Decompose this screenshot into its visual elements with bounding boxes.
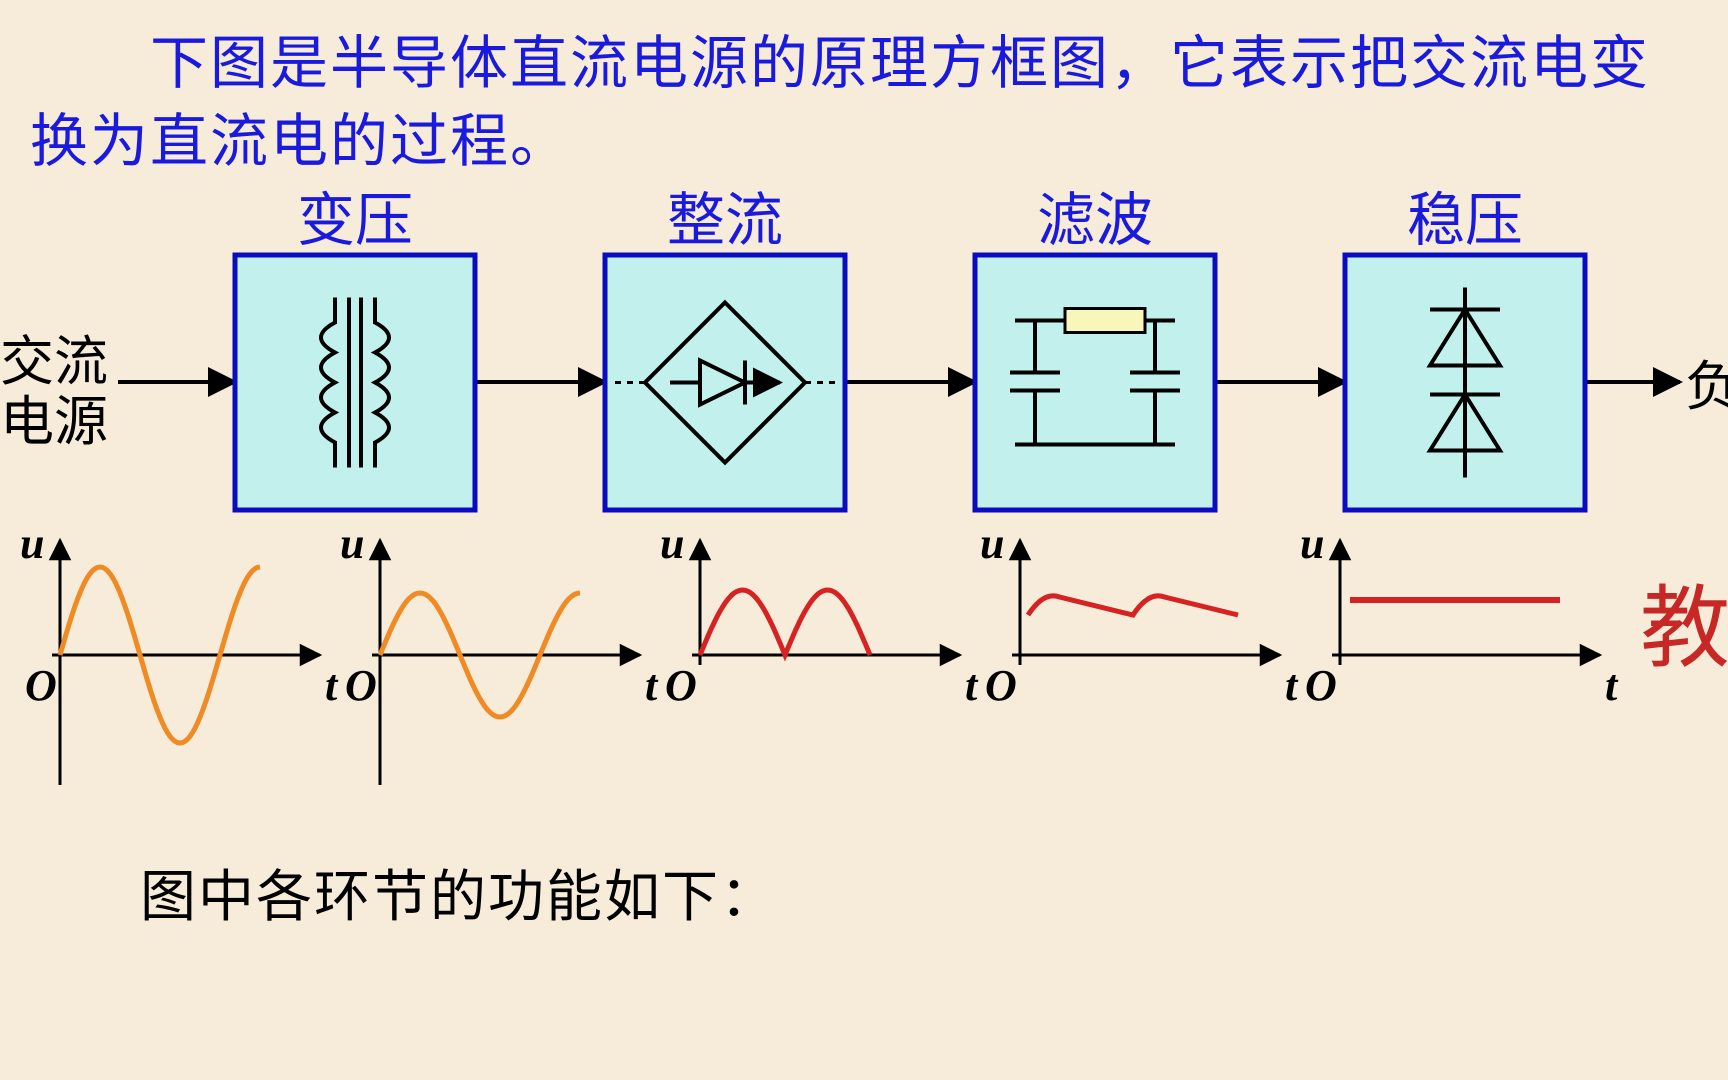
- stage-label-transformer: 变压: [297, 188, 413, 253]
- axis-label-o: O: [1305, 661, 1337, 710]
- axis-label-t: t: [965, 661, 979, 710]
- waveform-filtered: [1028, 596, 1238, 615]
- input-label: 交流: [0, 332, 108, 392]
- block-diagram: 交流电源负变压整流滤波稳压utOutOutOutOutO: [0, 0, 1728, 1080]
- axis-label-t: t: [645, 661, 659, 710]
- input-label: 电源: [0, 392, 108, 452]
- axis-label-u: u: [340, 519, 364, 568]
- axis-label-u: u: [660, 519, 684, 568]
- axis-label-t: t: [325, 661, 339, 710]
- stage-label-regulator: 稳压: [1407, 188, 1523, 253]
- output-label: 负: [1685, 357, 1728, 417]
- axis-label-u: u: [20, 519, 44, 568]
- axis-label-o: O: [665, 661, 697, 710]
- axis-label-o: O: [345, 661, 377, 710]
- axis-label-o: O: [985, 661, 1017, 710]
- axis-label-t: t: [1285, 661, 1299, 710]
- stage-box-filter: [975, 255, 1215, 510]
- stage-label-filter: 滤波: [1037, 188, 1153, 253]
- axis-label-u: u: [1300, 519, 1324, 568]
- axis-label-t: t: [1605, 661, 1619, 710]
- stage-label-rectifier: 整流: [667, 188, 783, 253]
- waveform-rectified: [700, 590, 870, 655]
- axis-label-u: u: [980, 519, 1004, 568]
- axis-label-o: O: [25, 661, 57, 710]
- stage-box-transformer: [235, 255, 475, 510]
